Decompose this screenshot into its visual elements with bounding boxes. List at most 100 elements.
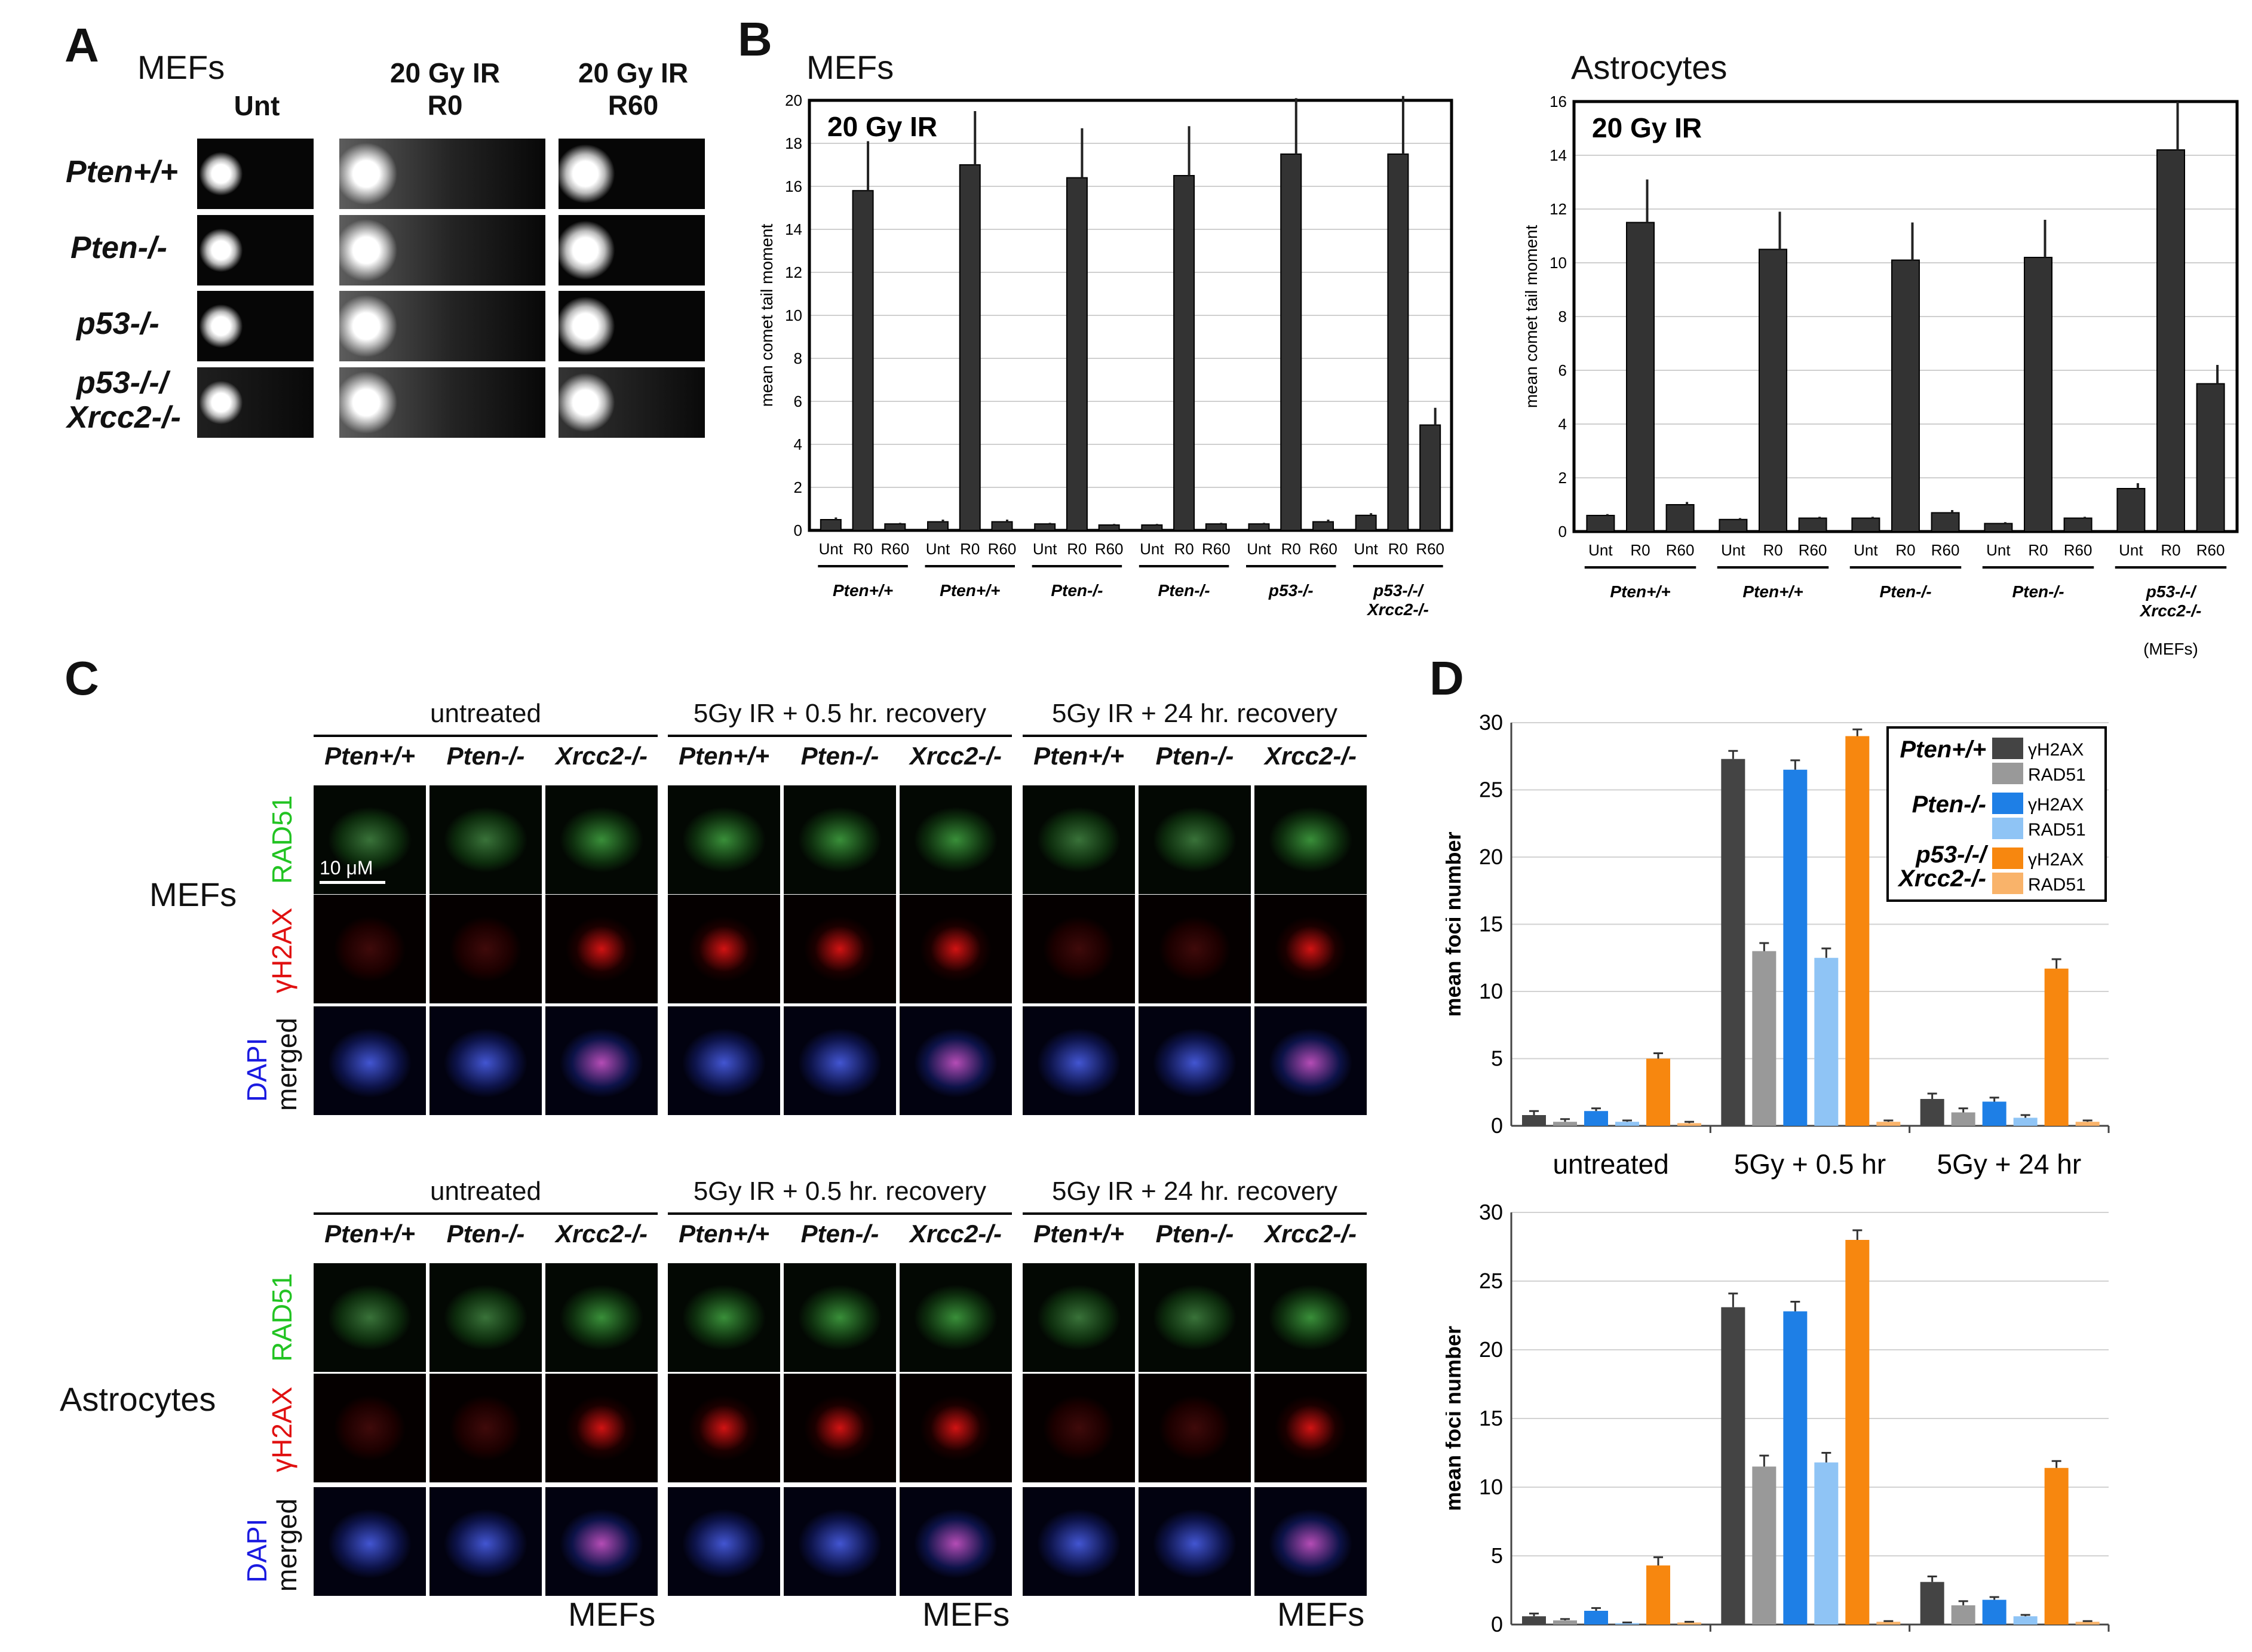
- micrograph: [429, 1374, 542, 1482]
- comet-bar: [1312, 521, 1334, 531]
- stain-label: merged: [271, 1499, 302, 1592]
- condition-header: 5Gy IR + 0.5 hr. recovery: [693, 1177, 987, 1206]
- legend-item: γH2AX: [2028, 850, 2084, 870]
- y-tick-label: 0: [1491, 1612, 1503, 1636]
- row-label-line2: Xrcc2-/-: [67, 400, 181, 435]
- genotype-header: Pten-/-: [800, 742, 879, 770]
- micrograph: [784, 1487, 896, 1596]
- micrograph: [900, 895, 1012, 1003]
- foci-bar: [1783, 769, 1808, 1126]
- foci-chart-mefs: 0 5 10 15 20 25 30 mean foci number untreated 5Gy…: [1446, 710, 2110, 1180]
- comet-image: [197, 139, 314, 209]
- legend-genotype: Pten-/-: [1912, 791, 1986, 818]
- foci-bar: [1845, 1240, 1870, 1625]
- comet-image: [197, 291, 314, 361]
- foci-bar: [1522, 1616, 1546, 1625]
- comet-image: [339, 291, 545, 361]
- legend-item: RAD51: [2028, 820, 2086, 840]
- micrograph: [900, 785, 1012, 894]
- plot-frame: [808, 99, 1453, 532]
- y-tick-label: 8: [1558, 308, 1567, 326]
- y-tick-label: 14: [1550, 146, 1567, 164]
- x-tick-label: R60: [2064, 541, 2093, 559]
- col-header-line1: 20 Gy IR: [578, 57, 689, 88]
- y-tick-label: 25: [1479, 778, 1503, 802]
- group-label: Pten-/-: [1158, 581, 1210, 600]
- panel-label-b: B: [738, 13, 772, 66]
- genotype-header: Pten+/+: [324, 742, 415, 770]
- comet-bar: [1066, 177, 1088, 532]
- micrograph: [429, 1487, 542, 1596]
- panel-b-title-astrocytes: Astrocytes: [1571, 48, 1728, 86]
- micrograph: [1023, 1487, 1135, 1596]
- stain-label: RAD51: [266, 1273, 297, 1362]
- x-tick-label: R60: [1666, 541, 1695, 559]
- x-tick-label: Unt: [1354, 540, 1378, 558]
- stain-label: γH2AX: [266, 907, 297, 993]
- comet-bar: [1719, 518, 1748, 532]
- y-tick-label: 30: [1479, 710, 1503, 735]
- x-tick-label: R60: [1202, 540, 1231, 558]
- panel-b-title-mefs: MEFs: [806, 48, 894, 86]
- y-tick-label: 10: [1550, 254, 1567, 272]
- micrograph: [545, 1263, 658, 1372]
- foci-bar: [1876, 1622, 1901, 1625]
- micrograph: [545, 1374, 658, 1482]
- legend-swatch: [1992, 848, 2023, 869]
- y-axis-label: mean foci number: [1446, 831, 1465, 1017]
- genotype-header: Pten+/+: [1033, 1220, 1124, 1248]
- x-tick-label: R60: [2196, 541, 2225, 559]
- foci-bar: [1522, 1115, 1546, 1126]
- y-tick-label: 20: [785, 91, 802, 109]
- comet-image: [339, 367, 545, 438]
- micrograph: [429, 785, 542, 894]
- x-tick-label: Unt: [1854, 541, 1878, 559]
- panel-c-cell-astrocytes: Astrocytes: [60, 1380, 216, 1418]
- genotype-header: Xrcc2-/-: [555, 1220, 648, 1248]
- comet-bar: [2156, 149, 2185, 532]
- micrograph: [668, 1487, 780, 1596]
- micrograph: [314, 1263, 426, 1372]
- micrograph: [784, 895, 896, 1003]
- micrograph: [1139, 1006, 1251, 1115]
- micrograph: [668, 785, 780, 894]
- micrograph: [784, 1374, 896, 1482]
- comet-bar: [1759, 248, 1787, 532]
- comet-bar: [884, 523, 906, 532]
- genotype-header: Xrcc2-/-: [1264, 742, 1357, 770]
- micrograph: [545, 895, 658, 1003]
- panel-label-c: C: [65, 652, 99, 705]
- foci-bar: [1920, 1099, 1944, 1126]
- foci-bar: [1721, 759, 1745, 1126]
- micrograph: [1254, 895, 1367, 1003]
- row-label-line1: p53-/-/: [76, 366, 168, 400]
- stain-label: DAPI: [241, 1037, 272, 1102]
- foci-bar: [1783, 1311, 1808, 1625]
- foci-bar: [2013, 1616, 2038, 1625]
- legend-swatch: [1992, 793, 2023, 814]
- genotype-header: Pten+/+: [324, 1220, 415, 1248]
- panel-a-row-label-2: Pten-/-: [70, 231, 167, 265]
- micrograph: [668, 895, 780, 1003]
- y-tick-label: 0: [1491, 1113, 1503, 1138]
- foci-bar: [1752, 951, 1777, 1126]
- genotype-header: Pten-/-: [446, 1220, 525, 1248]
- y-tick-label: 25: [1479, 1269, 1503, 1293]
- scale-bar: [320, 881, 385, 884]
- foci-bar: [1814, 1462, 1839, 1625]
- micrograph: [784, 1263, 896, 1372]
- foci-bar: [1553, 1620, 1577, 1625]
- legend-swatch: [1992, 873, 2023, 894]
- foci-bar: [1584, 1111, 1608, 1126]
- micrograph: [429, 1263, 542, 1372]
- comet-bar: [852, 190, 874, 531]
- condition-underline: [314, 735, 658, 737]
- chart-annotation: 20 Gy IR: [1592, 112, 1702, 143]
- micrograph: [314, 785, 426, 894]
- y-tick-label: 6: [1558, 361, 1567, 379]
- group-label: Xrcc2-/-: [1366, 600, 1429, 619]
- comet-bar: [1931, 512, 1960, 532]
- comet-bar: [1098, 524, 1120, 531]
- foci-bar: [1876, 1122, 1901, 1126]
- condition-underline: [668, 1212, 1012, 1215]
